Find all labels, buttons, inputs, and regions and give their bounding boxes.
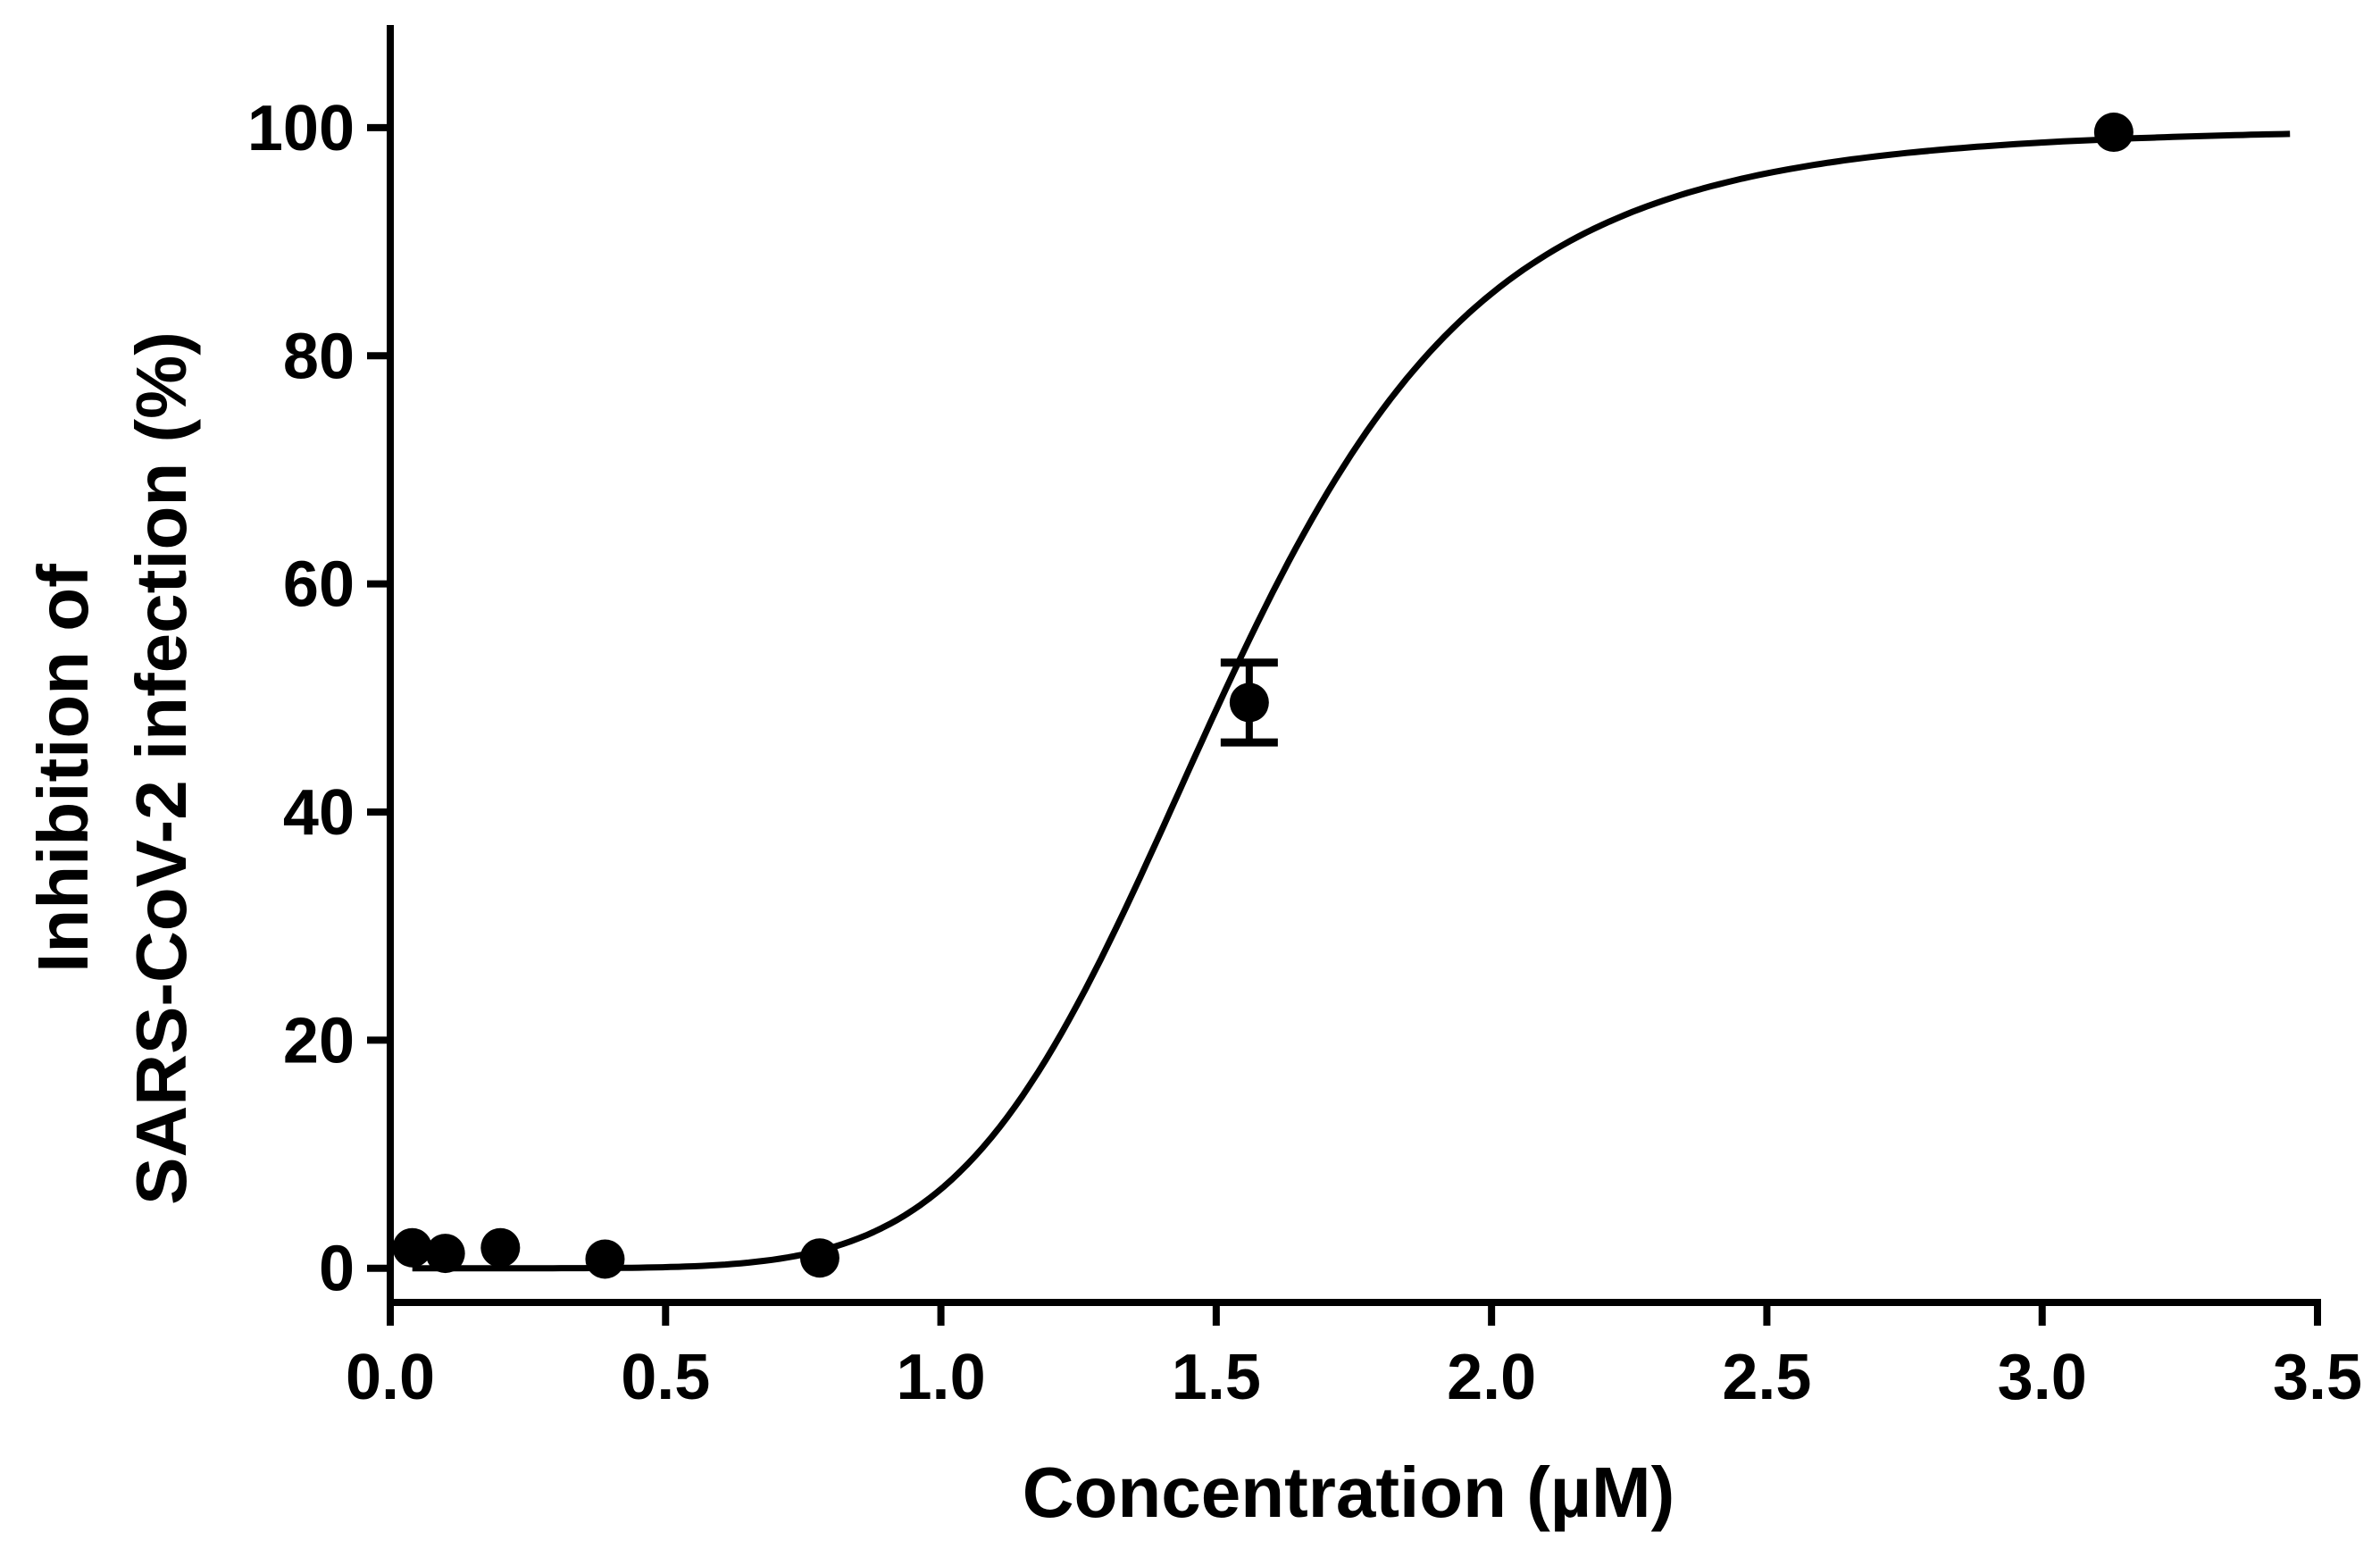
data-point — [1229, 682, 1269, 723]
fit-curve — [412, 130, 2291, 1272]
x-tick-label: 1.0 — [897, 1342, 986, 1413]
y-tick-label: 100 — [247, 93, 355, 164]
y-axis-title-line-1: Inhibition of — [23, 564, 103, 973]
data-point — [585, 1239, 625, 1279]
x-tick-label: 3.0 — [1998, 1342, 2087, 1413]
x-tick-label: 3.5 — [2273, 1342, 2362, 1413]
x-tick-label: 0.0 — [346, 1342, 435, 1413]
data-point — [425, 1234, 465, 1274]
data-point — [2093, 113, 2134, 153]
x-axis-ticks: 0.0 0.5 1.0 1.5 2.0 2.5 3.0 3.5 — [346, 1302, 2362, 1413]
fit-curve-layer — [412, 130, 2291, 1272]
data-point — [480, 1227, 521, 1268]
x-tick-label: 2.5 — [1722, 1342, 1811, 1413]
data-points-layer — [392, 113, 2134, 1279]
data-point — [392, 1227, 432, 1268]
x-tick-label: 1.5 — [1172, 1342, 1261, 1413]
x-tick-label: 2.0 — [1447, 1342, 1536, 1413]
x-tick-label: 0.5 — [621, 1342, 710, 1413]
y-tick-label: 40 — [283, 777, 355, 849]
y-tick-label: 20 — [283, 1005, 355, 1076]
y-tick-label: 60 — [283, 549, 355, 621]
axes-layer — [387, 25, 2321, 1306]
x-axis-title: Concentration (µM) — [1023, 1453, 1674, 1532]
y-tick-label: 80 — [283, 321, 355, 392]
y-axis-title-line-2: SARS-CoV-2 infection (%) — [121, 331, 201, 1205]
y-axis-ticks: 0 20 40 60 80 100 — [247, 93, 390, 1305]
data-point — [799, 1238, 839, 1278]
y-tick-label: 0 — [319, 1234, 355, 1305]
y-axis-title: Inhibition of SARS-CoV-2 infection (%) — [23, 331, 201, 1205]
